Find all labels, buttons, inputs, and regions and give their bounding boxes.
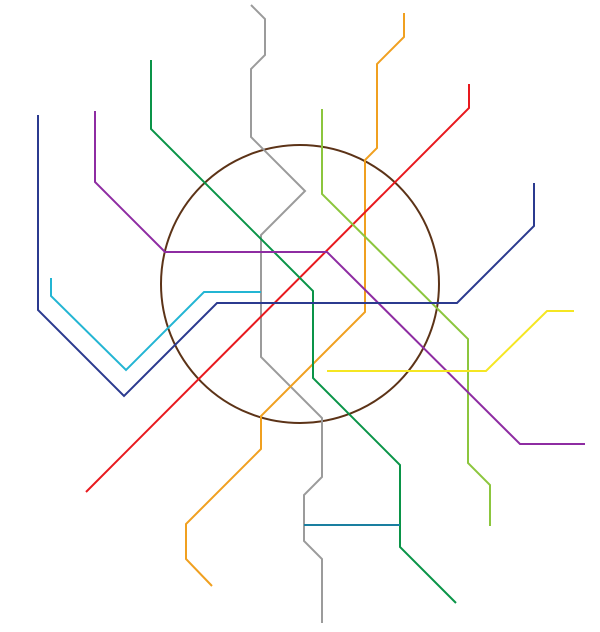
line-yellow	[327, 310, 574, 372]
ring-line	[160, 144, 440, 424]
line-green	[150, 60, 457, 604]
line-orange	[185, 13, 405, 587]
line-grey	[250, 4, 323, 623]
line-violet	[94, 111, 585, 445]
line-red	[85, 84, 470, 493]
line-cyan	[50, 278, 261, 372]
line-lime	[321, 109, 491, 526]
line-navy	[37, 115, 535, 398]
